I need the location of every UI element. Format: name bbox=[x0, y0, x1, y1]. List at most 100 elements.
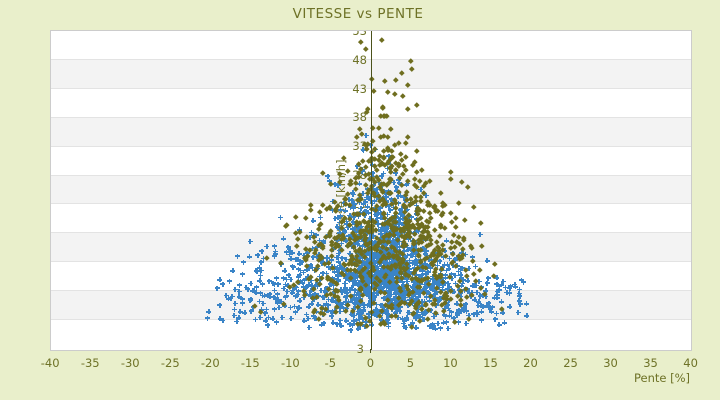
data-point bbox=[430, 276, 436, 281]
data-point bbox=[386, 282, 392, 287]
data-point bbox=[335, 272, 341, 277]
data-point bbox=[380, 304, 386, 309]
data-point bbox=[292, 309, 298, 314]
data-point bbox=[293, 214, 299, 220]
data-point bbox=[496, 288, 502, 293]
data-point bbox=[335, 266, 341, 271]
data-point bbox=[347, 213, 353, 218]
data-point bbox=[382, 224, 388, 229]
data-point bbox=[353, 297, 359, 302]
data-point bbox=[253, 317, 259, 322]
data-point bbox=[324, 255, 330, 260]
data-point bbox=[463, 321, 469, 326]
data-point bbox=[310, 246, 316, 251]
data-point bbox=[344, 219, 350, 224]
data-point bbox=[355, 290, 361, 295]
x-tick-label: -5 bbox=[324, 356, 337, 370]
data-point bbox=[358, 39, 364, 45]
data-point bbox=[484, 281, 490, 286]
data-point bbox=[326, 297, 332, 302]
data-point bbox=[361, 285, 367, 290]
data-point bbox=[456, 200, 462, 206]
data-point bbox=[445, 262, 451, 267]
data-point bbox=[308, 230, 314, 235]
data-point bbox=[282, 282, 288, 287]
data-point bbox=[367, 295, 373, 300]
data-point bbox=[413, 169, 420, 175]
data-point bbox=[452, 319, 458, 325]
data-point bbox=[440, 308, 447, 314]
data-point bbox=[468, 245, 474, 251]
data-point bbox=[375, 256, 381, 261]
data-point bbox=[294, 243, 300, 249]
data-point bbox=[344, 271, 350, 276]
data-point bbox=[297, 261, 303, 266]
data-point bbox=[413, 314, 419, 319]
data-point bbox=[248, 281, 254, 286]
data-point bbox=[352, 240, 358, 245]
data-point bbox=[344, 290, 350, 295]
data-point bbox=[310, 218, 316, 223]
data-point bbox=[378, 232, 384, 237]
data-point bbox=[385, 320, 391, 325]
data-point bbox=[347, 271, 353, 276]
data-point bbox=[477, 232, 483, 237]
data-point bbox=[304, 312, 310, 317]
data-point bbox=[430, 325, 436, 330]
data-point bbox=[343, 318, 349, 323]
data-point bbox=[349, 226, 355, 231]
data-point bbox=[380, 311, 386, 315]
data-point bbox=[298, 278, 304, 283]
data-point bbox=[395, 315, 401, 320]
data-point bbox=[393, 171, 399, 176]
data-point bbox=[329, 310, 335, 315]
data-point bbox=[239, 296, 245, 301]
data-point bbox=[498, 299, 504, 304]
data-point bbox=[376, 286, 382, 291]
data-point bbox=[364, 278, 370, 283]
data-point bbox=[386, 274, 392, 279]
data-point bbox=[443, 238, 449, 243]
data-point bbox=[301, 270, 307, 275]
data-point bbox=[356, 243, 362, 248]
data-point bbox=[459, 179, 465, 185]
data-point bbox=[217, 303, 223, 308]
data-point bbox=[357, 293, 363, 298]
data-point bbox=[339, 302, 345, 307]
data-point bbox=[343, 238, 349, 243]
data-point bbox=[421, 287, 427, 292]
data-point bbox=[404, 315, 410, 320]
data-point bbox=[313, 309, 319, 314]
data-point bbox=[409, 66, 415, 72]
data-point bbox=[444, 303, 450, 308]
data-point bbox=[398, 230, 404, 235]
data-point bbox=[264, 254, 270, 260]
data-point bbox=[502, 285, 508, 290]
data-point bbox=[492, 261, 498, 267]
data-point bbox=[383, 230, 389, 235]
data-point bbox=[347, 287, 353, 292]
data-point bbox=[423, 251, 429, 256]
data-point bbox=[500, 310, 506, 315]
data-point bbox=[258, 273, 264, 278]
data-point bbox=[394, 288, 400, 293]
data-point bbox=[447, 308, 453, 313]
data-point bbox=[397, 221, 403, 226]
data-point bbox=[449, 271, 455, 276]
x-tick-label: 10 bbox=[443, 356, 458, 370]
data-point bbox=[296, 251, 302, 256]
data-point bbox=[384, 308, 390, 313]
data-point bbox=[275, 297, 281, 302]
data-point bbox=[414, 228, 420, 233]
data-point bbox=[492, 316, 498, 321]
data-point bbox=[342, 229, 348, 234]
data-point bbox=[378, 113, 384, 119]
data-point bbox=[491, 295, 497, 300]
data-point bbox=[352, 300, 358, 305]
data-point bbox=[316, 226, 322, 232]
data-point bbox=[236, 289, 242, 294]
data-point bbox=[240, 300, 246, 305]
data-point bbox=[270, 280, 276, 285]
data-point bbox=[447, 313, 453, 318]
data-point bbox=[350, 278, 356, 283]
